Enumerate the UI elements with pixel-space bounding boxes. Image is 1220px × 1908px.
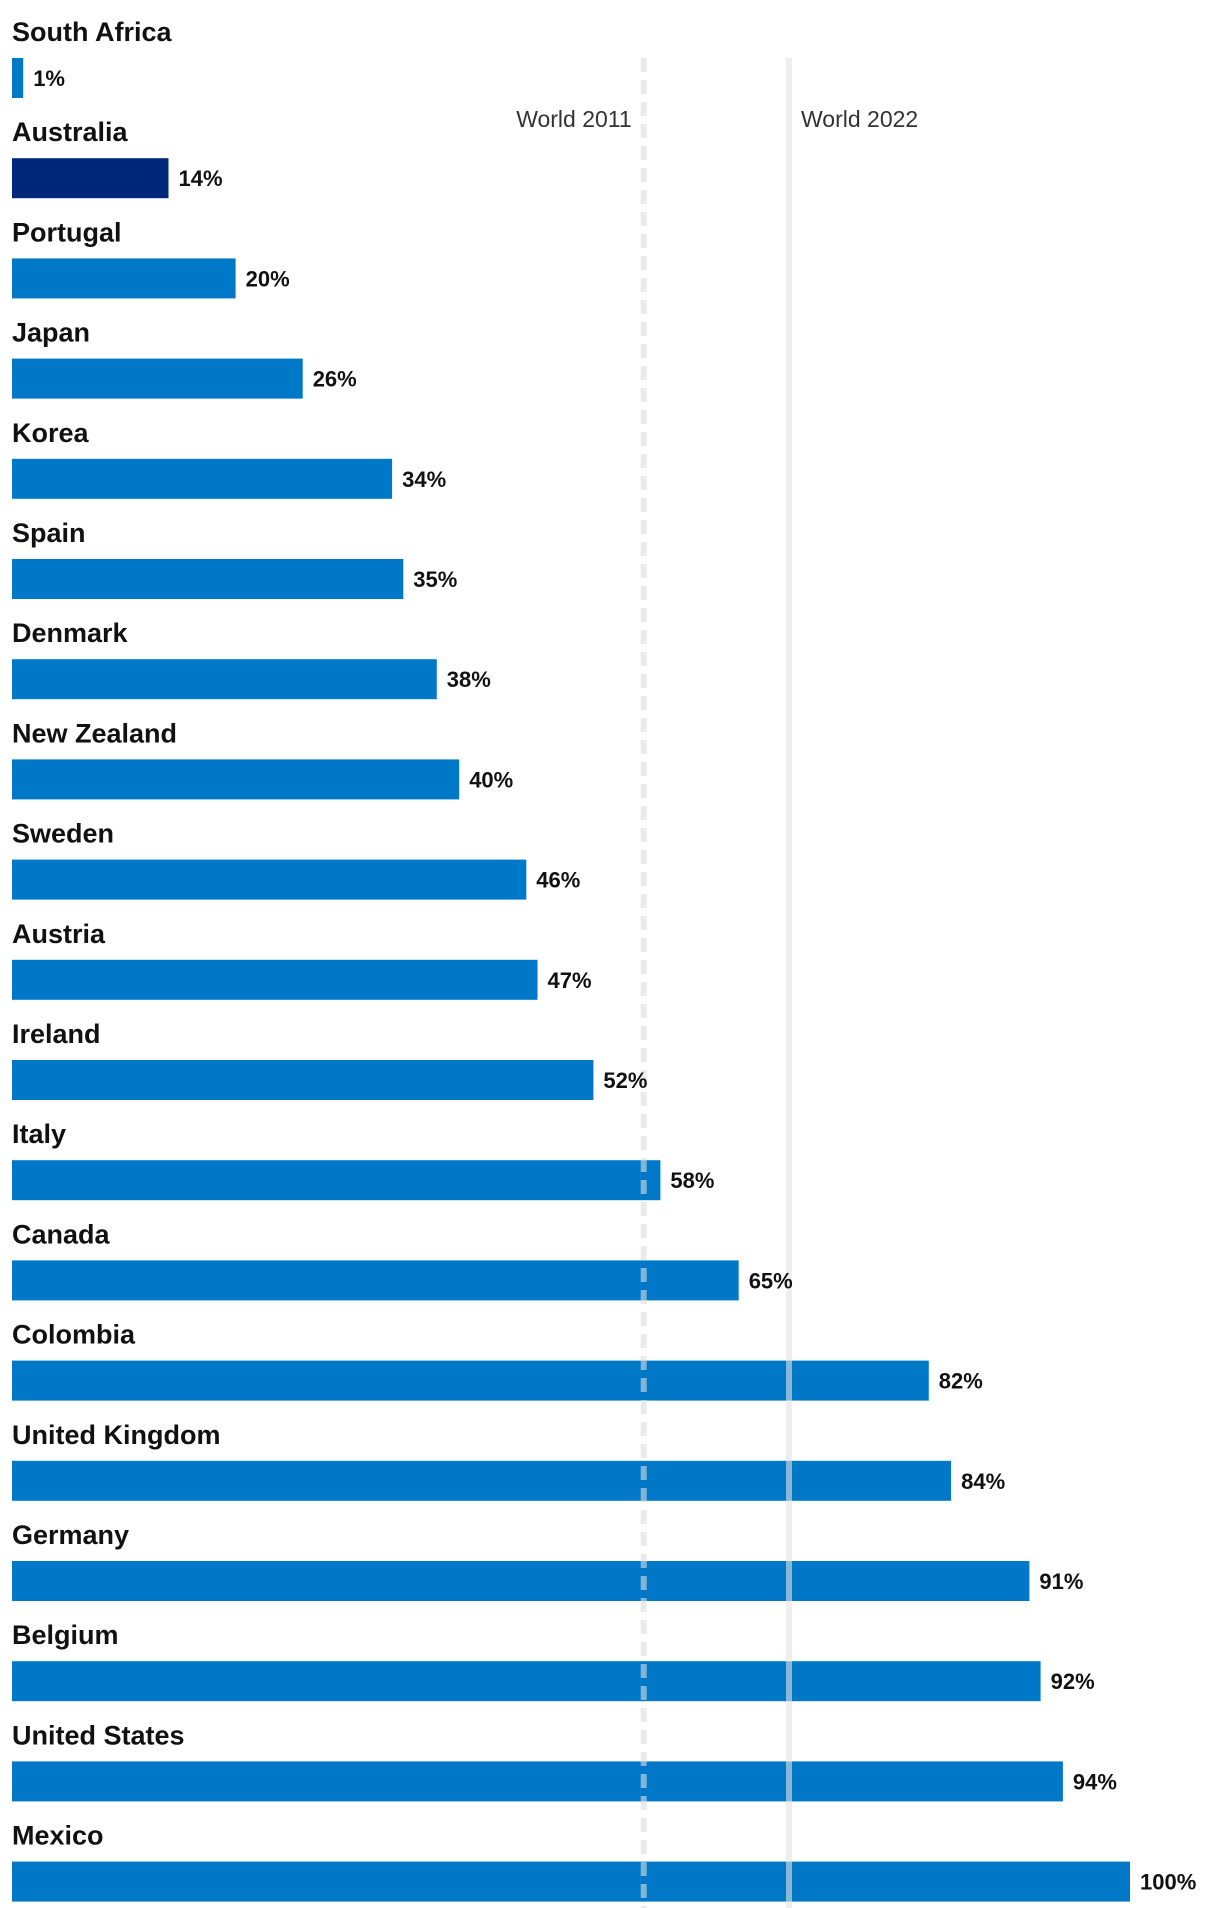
category-label-ireland: Ireland [12, 1019, 101, 1049]
value-label-south-africa: 1% [33, 66, 65, 91]
value-label-united-kingdom: 84% [961, 1469, 1005, 1494]
bar-denmark [12, 659, 437, 700]
bar-portugal [12, 258, 236, 299]
value-label-united-states: 94% [1073, 1769, 1117, 1794]
value-label-mexico: 100% [1140, 1870, 1196, 1895]
value-label-germany: 91% [1039, 1569, 1083, 1594]
bar-new-zealand [12, 759, 460, 800]
value-label-portugal: 20% [246, 266, 290, 291]
bar-australia [12, 158, 169, 199]
reference-label-world-2022: World 2022 [801, 106, 918, 132]
bar-germany [12, 1561, 1030, 1601]
category-label-sweden: Sweden [12, 819, 114, 849]
bar-mexico [12, 1861, 1130, 1902]
category-label-south-africa: South Africa [12, 17, 172, 47]
bar-united-states [12, 1761, 1063, 1802]
category-label-australia: Australia [12, 117, 129, 147]
category-label-austria: Austria [12, 919, 106, 949]
bar-japan [12, 358, 303, 399]
value-label-austria: 47% [548, 968, 592, 993]
value-label-colombia: 82% [939, 1369, 983, 1394]
value-label-new-zealand: 40% [469, 767, 513, 792]
category-label-mexico: Mexico [12, 1821, 104, 1851]
category-label-korea: Korea [12, 418, 90, 448]
category-label-united-kingdom: United Kingdom [12, 1420, 220, 1450]
value-label-korea: 34% [402, 467, 446, 492]
labels-layer: South Africa 1% Australia 14% Portugal 20% Jap… [12, 17, 1196, 1895]
category-label-portugal: Portugal [12, 217, 122, 247]
bar-south-africa [12, 58, 24, 98]
bar-belgium [12, 1661, 1041, 1702]
bar-sweden [12, 859, 527, 900]
bar-austria [12, 959, 538, 1000]
value-label-denmark: 38% [447, 667, 491, 692]
category-label-italy: Italy [12, 1119, 66, 1149]
category-label-united-states: United States [12, 1720, 185, 1750]
value-label-spain: 35% [413, 567, 457, 592]
category-label-colombia: Colombia [12, 1320, 136, 1350]
bar-canada [12, 1260, 739, 1301]
bar-ireland [12, 1060, 594, 1100]
category-label-japan: Japan [12, 318, 90, 348]
category-label-new-zealand: New Zealand [12, 718, 177, 748]
bar-colombia [12, 1360, 929, 1401]
category-label-canada: Canada [12, 1219, 111, 1249]
reference-label-world-2011: World 2011 [516, 106, 632, 132]
reference-lines-layer [640, 58, 792, 1908]
value-label-canada: 65% [749, 1268, 793, 1293]
category-label-spain: Spain [12, 518, 86, 548]
value-label-ireland: 52% [603, 1068, 647, 1093]
bar-korea [12, 458, 393, 499]
bar-united-kingdom [12, 1460, 952, 1501]
value-label-belgium: 92% [1051, 1669, 1095, 1694]
bar-italy [12, 1160, 661, 1201]
category-label-denmark: Denmark [12, 618, 129, 648]
value-label-australia: 14% [179, 166, 223, 191]
value-label-italy: 58% [670, 1168, 714, 1193]
category-label-belgium: Belgium [12, 1620, 119, 1650]
bars-layer [12, 58, 1130, 1902]
bar-spain [12, 559, 404, 599]
value-label-japan: 26% [313, 367, 357, 392]
category-label-germany: Germany [12, 1520, 129, 1550]
value-label-sweden: 46% [536, 868, 580, 893]
